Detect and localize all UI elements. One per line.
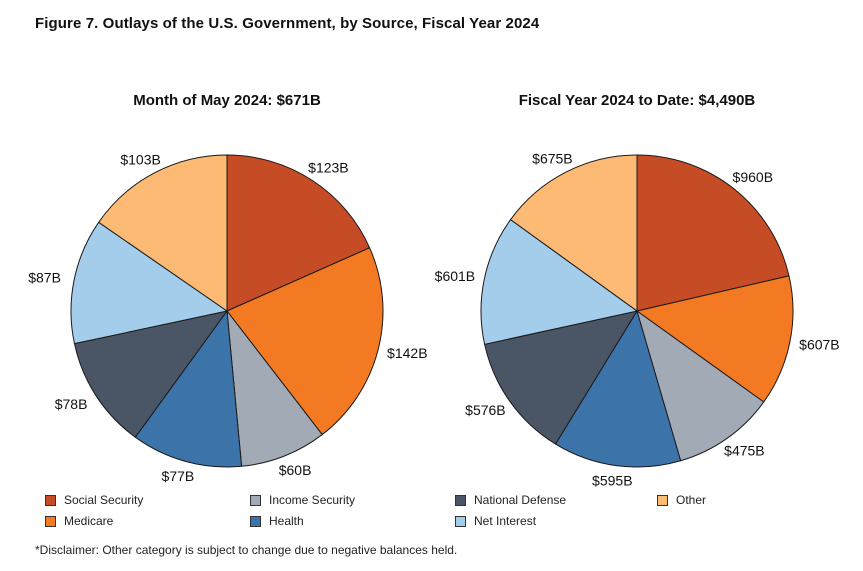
disclaimer: *Disclaimer: Other category is subject t… (35, 543, 458, 557)
slice-value-label-income-security: $60B (279, 462, 312, 478)
legend-swatch (250, 494, 261, 506)
pie-slice-social-security (226, 154, 371, 312)
pie-slice-medicare (635, 275, 794, 403)
legend-label: Health (269, 514, 304, 528)
legend-label: Other (676, 493, 707, 507)
figure-title: Figure 7. Outlays of the U.S. Government… (35, 15, 540, 32)
slice-value-label-health: $595B (592, 473, 632, 489)
pie-slice-national-defense (73, 310, 229, 438)
slice-value-label-social-security: $123B (308, 160, 348, 176)
slice-value-label-income-security: $475B (724, 443, 764, 459)
legend-item-social-security: Social Security (45, 493, 143, 507)
legend-label: Net Interest (474, 514, 537, 528)
slice-value-label-medicare: $607B (799, 337, 839, 353)
slice-value-label-social-security: $960B (733, 169, 773, 185)
legend-swatch (657, 494, 668, 506)
pie-slice-net-interest (480, 218, 639, 345)
legend-swatch (45, 494, 56, 506)
pie-slice-health (554, 309, 682, 468)
legend-label: National Defense (474, 493, 567, 507)
legend: Social Security Medicare Income Security… (45, 493, 845, 533)
slice-value-label-net-interest: $601B (435, 268, 475, 284)
legend-label: Income Security (269, 493, 356, 507)
slice-value-label-national-defense: $78B (55, 396, 88, 412)
chart-title-fiscal-year: Fiscal Year 2024 to Date: $4,490B (518, 92, 756, 109)
legend-swatch (455, 494, 466, 506)
legend-item-medicare: Medicare (45, 514, 113, 528)
legend-swatch (455, 515, 466, 527)
pie-slice-other (97, 154, 228, 312)
legend-item-national-defense: National Defense (455, 493, 566, 507)
pie-slice-other (509, 154, 638, 312)
slice-value-label-national-defense: $576B (465, 402, 505, 418)
legend-item-net-interest: Net Interest (455, 514, 536, 528)
pie-slice-health (134, 309, 243, 468)
pie-slice-income-security (636, 309, 765, 462)
slice-value-label-net-interest: $87B (28, 270, 61, 286)
legend-label: Medicare (64, 514, 114, 528)
legend-label: Social Security (64, 493, 144, 507)
slice-value-label-other: $675B (532, 151, 572, 167)
legend-item-health: Health (250, 514, 304, 528)
pie-slice-income-security (226, 309, 323, 467)
legend-item-other: Other (657, 493, 706, 507)
pie-slice-social-security (636, 154, 790, 312)
legend-swatch (45, 515, 56, 527)
slice-value-label-health: $77B (162, 468, 195, 484)
pie-slice-net-interest (70, 221, 229, 345)
legend-item-income-security: Income Security (250, 493, 355, 507)
slice-value-label-medicare: $142B (387, 345, 427, 361)
pie-slice-medicare (226, 247, 384, 436)
slice-value-label-other: $103B (120, 152, 160, 168)
pie-slice-national-defense (484, 310, 639, 445)
legend-swatch (250, 515, 261, 527)
chart-title-month: Month of May 2024: $671B (133, 92, 321, 109)
